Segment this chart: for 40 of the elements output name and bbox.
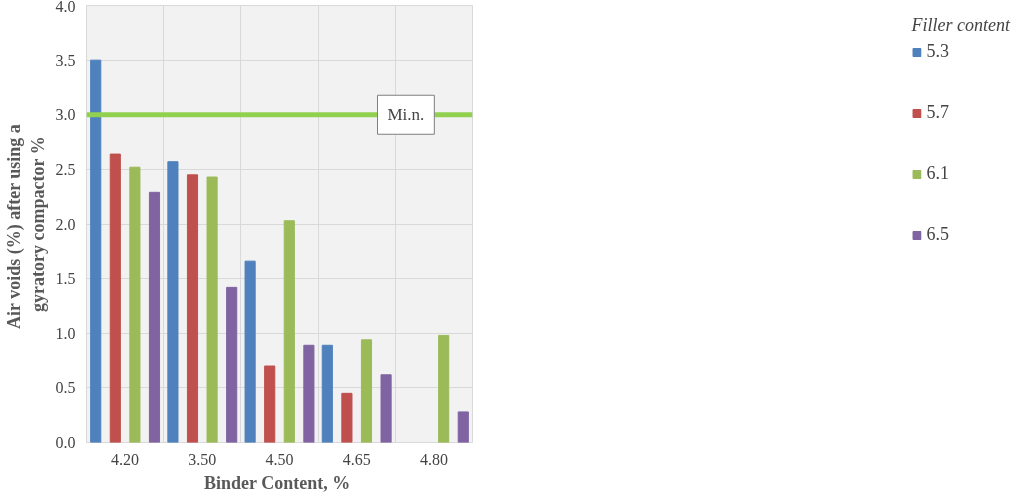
- bar: [341, 392, 353, 443]
- bar: [226, 286, 238, 443]
- bar: [186, 174, 199, 443]
- legend-label: 5.7: [926, 102, 950, 123]
- x-tick-label: 4.80: [419, 450, 448, 468]
- y-tick-label: 0.5: [55, 379, 76, 397]
- ref-line-label: Mi.n.: [387, 105, 425, 125]
- bar: [321, 344, 333, 443]
- y-tick-label: 0.0: [55, 434, 76, 451]
- y-tick-label: 1.5: [55, 270, 76, 288]
- legend-label: 6.5: [926, 224, 950, 245]
- bar: [129, 166, 141, 443]
- bar: [148, 191, 161, 443]
- bar: [438, 334, 450, 443]
- bar: [90, 59, 102, 443]
- legend-label: 5.3: [926, 41, 950, 62]
- bar: [380, 374, 392, 443]
- bar: [457, 411, 469, 443]
- x-tick-label: 3.50: [188, 450, 217, 468]
- y-axis-title: Air voids (%) after using a gyratory compactor %: [3, 124, 48, 329]
- legend-title: Filler content: [911, 15, 1010, 36]
- y-tick-label: 3.0: [55, 106, 76, 124]
- x-tick-label: 4.65: [342, 450, 371, 468]
- bar: [283, 220, 295, 443]
- bar: [167, 161, 179, 443]
- bar: [206, 176, 218, 443]
- y-tick-label: 3.5: [55, 51, 76, 69]
- y-tick-label: 4.0: [55, 0, 76, 15]
- y-tick-label: 1.0: [55, 324, 76, 342]
- y-tick-label: 2.0: [55, 215, 76, 233]
- x-tick-label: 4.20: [111, 450, 140, 468]
- x-tick-label: 4.50: [265, 450, 294, 468]
- bar: [244, 260, 256, 443]
- bar: [264, 365, 276, 443]
- y-tick-label: 2.5: [55, 160, 76, 178]
- bar: [360, 339, 373, 443]
- legend-label: 6.1: [926, 163, 950, 184]
- bar: [303, 344, 315, 443]
- bar: [109, 153, 121, 443]
- x-axis-title: Binder Content, %: [204, 472, 351, 493]
